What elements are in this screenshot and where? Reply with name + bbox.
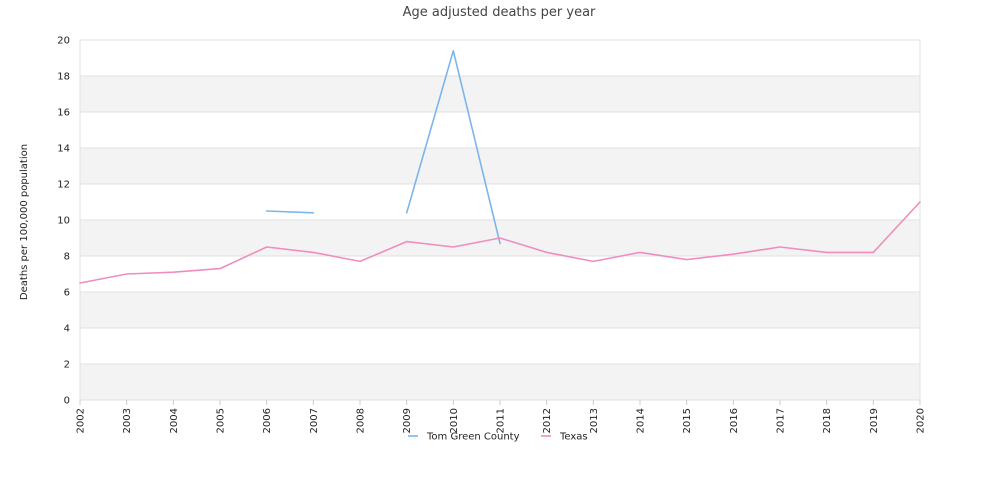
y-tick-labels: 0 2 4 6 8 10 12 14 16 18 20: [57, 36, 70, 407]
legend-item: Texas: [541, 432, 588, 443]
x-tick-labels: 2002 2003 2004 2005 2006 2007 2008 2009 2010 2011…: [76, 400, 927, 433]
x-tick-label: 2004: [169, 408, 180, 433]
x-tick-label: 2009: [402, 408, 413, 433]
plot-band: [80, 112, 920, 148]
y-tick-label: 10: [57, 216, 70, 227]
series-tom-green-county: [265, 49, 501, 245]
x-tick-label: 2020: [916, 408, 927, 433]
x-tick-label: 2016: [729, 408, 740, 433]
legend-label: Tom Green County: [426, 432, 520, 443]
y-tick-label: 2: [64, 360, 70, 371]
legend-label: Texas: [559, 432, 588, 443]
x-tick-label: 2006: [262, 408, 273, 433]
series-line-segment: [265, 210, 315, 214]
plot-band: [80, 292, 920, 328]
x-tick-label: 2005: [216, 408, 227, 433]
legend: Tom Green County Texas: [408, 432, 588, 443]
series-line-segment: [79, 201, 921, 284]
y-tick-label: 20: [57, 36, 70, 47]
x-tick-label: 2013: [589, 408, 600, 433]
x-tick-label: 2018: [822, 408, 833, 433]
series-lines: [79, 49, 921, 284]
x-tick-label: 2017: [776, 408, 787, 433]
x-tick-label: 2019: [869, 408, 880, 433]
x-tick-label: 2010: [449, 408, 460, 433]
plot-band: [80, 328, 920, 364]
plot-band: [80, 148, 920, 184]
y-tick-label: 8: [64, 252, 70, 263]
chart-title: Age adjusted deaths per year: [403, 5, 596, 20]
x-tick-label: 2015: [682, 408, 693, 433]
y-tick-label: 6: [64, 288, 70, 299]
series-texas: [79, 201, 921, 284]
x-tick-label: 2014: [636, 408, 647, 433]
x-tick-label: 2003: [122, 408, 133, 433]
plot-band: [80, 256, 920, 292]
plot-band: [80, 184, 920, 220]
y-tick-label: 16: [57, 108, 70, 119]
x-tick-label: 2002: [76, 408, 87, 433]
plot-band: [80, 364, 920, 400]
y-axis-label: Deaths per 100,000 population: [19, 144, 30, 300]
x-tick-label: 2007: [309, 408, 320, 433]
y-tick-label: 14: [57, 144, 70, 155]
y-tick-label: 0: [64, 396, 70, 407]
plot-band: [80, 40, 920, 76]
y-tick-label: 18: [57, 72, 70, 83]
plot-band: [80, 76, 920, 112]
y-tick-label: 12: [57, 180, 70, 191]
legend-item: Tom Green County: [408, 432, 520, 443]
x-tick-label: 2011: [496, 408, 507, 433]
x-tick-label: 2012: [542, 408, 553, 433]
series-line-segment: [405, 49, 501, 245]
x-tick-label: 2008: [356, 408, 367, 433]
y-tick-label: 4: [64, 324, 70, 335]
